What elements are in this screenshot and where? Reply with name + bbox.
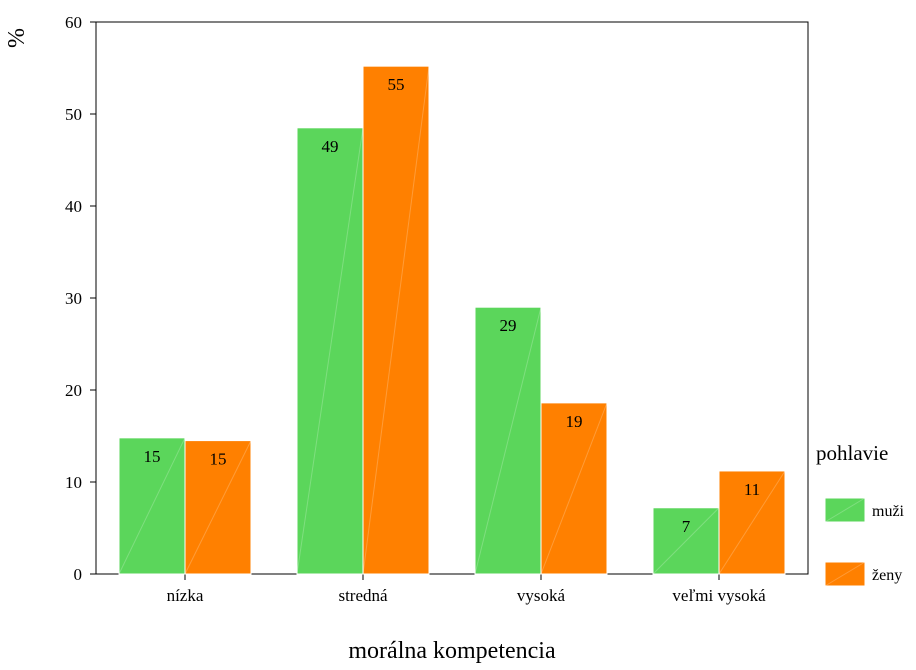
data-label: 29 xyxy=(500,316,517,335)
bar xyxy=(540,402,608,575)
bar xyxy=(362,65,430,575)
legend-title: pohlavie xyxy=(816,441,888,465)
bar xyxy=(184,440,252,575)
legend-swatch-diagonal xyxy=(824,561,866,587)
data-label: 15 xyxy=(144,447,161,466)
data-label: 7 xyxy=(682,517,691,536)
legend-swatch xyxy=(824,561,866,587)
y-tick-label: 0 xyxy=(74,565,83,584)
bar-diagonal xyxy=(540,402,608,575)
data-label: 49 xyxy=(322,137,339,156)
bar-diagonal xyxy=(362,66,430,575)
bar-diagonal xyxy=(718,470,786,575)
legend-swatch xyxy=(824,497,866,523)
bar xyxy=(718,470,786,575)
y-tick-label: 10 xyxy=(65,473,82,492)
bar xyxy=(118,437,186,575)
x-tick-label: stredná xyxy=(338,586,388,605)
bar xyxy=(296,127,364,575)
bar-diagonal xyxy=(652,507,720,575)
bar xyxy=(652,507,720,575)
x-axis: nízka stredná vysoká veľmi vysoká xyxy=(167,574,766,605)
x-tick-label: veľmi vysoká xyxy=(672,586,766,605)
legend-label: ženy xyxy=(872,567,902,584)
y-tick-label: 30 xyxy=(65,289,82,308)
y-tick-label: 50 xyxy=(65,105,82,124)
bar-diagonal xyxy=(118,437,186,575)
y-axis-title: % xyxy=(4,28,30,48)
legend: pohlavie muži ženy xyxy=(816,441,905,587)
data-label: 19 xyxy=(566,412,583,431)
y-tick-label: 60 xyxy=(65,13,82,32)
bar-diagonal xyxy=(184,440,252,575)
y-tick-label: 40 xyxy=(65,197,82,216)
bar-diagonal xyxy=(474,307,542,575)
bar-diagonal xyxy=(296,127,364,575)
legend-label: muži xyxy=(872,503,905,520)
legend-swatch-diagonal xyxy=(824,497,866,523)
bars: 15 15 49 55 29 19 7 11 xyxy=(118,65,786,575)
x-axis-title: morálna kompetencia xyxy=(348,638,556,664)
data-label: 11 xyxy=(744,480,760,499)
x-tick-label: nízka xyxy=(167,586,204,605)
data-label: 55 xyxy=(388,75,405,94)
data-label: 15 xyxy=(210,450,227,469)
y-axis: 0 10 20 30 40 50 60 xyxy=(65,13,96,584)
bar xyxy=(474,306,542,575)
x-tick-label: vysoká xyxy=(517,586,566,605)
y-tick-label: 20 xyxy=(65,381,82,400)
